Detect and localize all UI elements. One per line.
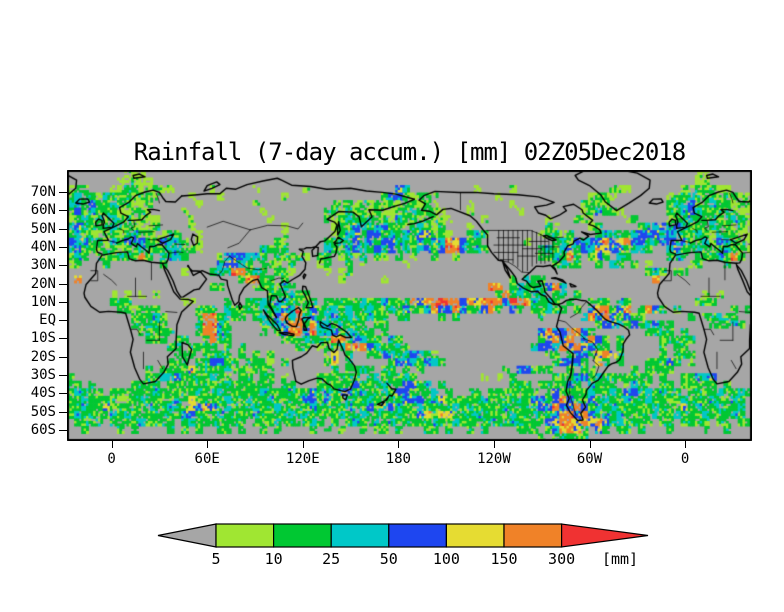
lat-tick-label: 50S [30,403,56,420]
colorbar-segment [503,523,563,548]
lat-tick-mark [59,320,67,322]
lat-tick-label: 30N [30,257,56,274]
lat-tick-mark [59,210,67,212]
colorbar-level-label: 150 [490,550,517,568]
lat-tick-label: 60N [30,202,56,219]
lat-tick-label: 20S [30,348,56,365]
lat-tick-mark [59,283,67,285]
colorbar-unit-label: [mm] [602,550,638,568]
colorbar-level-label: 100 [433,550,460,568]
colorbar-under-arrow [157,523,217,548]
lon-tick-mark [685,441,687,448]
colorbar-level-label: 50 [380,550,398,568]
colorbar-level-label: 10 [265,550,283,568]
lat-tick-mark [59,301,67,303]
lat-tick-mark [59,356,67,358]
lon-tick-mark [302,441,304,448]
colorbar-segment [445,523,505,548]
colorbar-segment [272,523,332,548]
lon-tick-label: 60W [576,451,603,467]
lat-tick-label: 40N [30,238,56,255]
lon-tick-label: 0 [107,451,116,467]
lat-tick-mark [59,246,67,248]
lat-tick-label: 60S [30,422,56,438]
lon-tick-mark [207,441,209,448]
lon-tick-label: 0 [680,451,690,467]
lat-tick-label: 40S [30,385,56,402]
colorbar-level-label: 25 [322,550,340,568]
world-rainfall-map-canvas [67,170,752,441]
lat-tick-mark [59,430,67,431]
colorbar-level-label: 300 [548,550,575,568]
lon-tick-label: 120E [285,451,320,467]
colorbar-svg: 5 10 25 50 100 150 300 [mm] [157,523,649,568]
lon-tick-mark [111,441,113,448]
lat-tick-mark [59,265,67,267]
lat-tick-label: EQ [39,312,56,329]
lon-tick-mark [398,441,400,448]
colorbar-segment [330,523,390,548]
lon-tick-label: 120W [477,451,511,467]
lon-tick-label: 180 [385,451,411,467]
lon-tick-mark [589,441,591,448]
colorbar-segment [388,523,448,548]
lat-tick-mark [59,411,67,413]
colorbar-legend: 5 10 25 50 100 150 300 [mm] [148,516,668,574]
lat-tick-mark [59,228,67,230]
colorbar-segment [215,523,275,548]
lat-tick-mark [59,338,67,340]
lat-tick-label: 10S [30,330,56,347]
colorbar-level-label: 5 [211,550,220,568]
plot-title: Rainfall (7-day accum.) [mm] 02Z05Dec201… [133,138,686,166]
lat-tick-label: 70N [30,183,56,200]
lat-tick-mark [59,191,67,193]
lat-tick-label: 50N [30,220,56,237]
colorbar-over-arrow [561,523,649,548]
lat-tick-mark [59,375,67,377]
lat-tick-label: 30S [30,367,56,384]
lat-tick-mark [59,393,67,395]
lon-tick-mark [493,441,495,448]
lat-tick-label: 20N [30,275,56,292]
lat-tick-label: 10N [30,293,56,310]
lon-tick-label: 60E [194,451,220,467]
